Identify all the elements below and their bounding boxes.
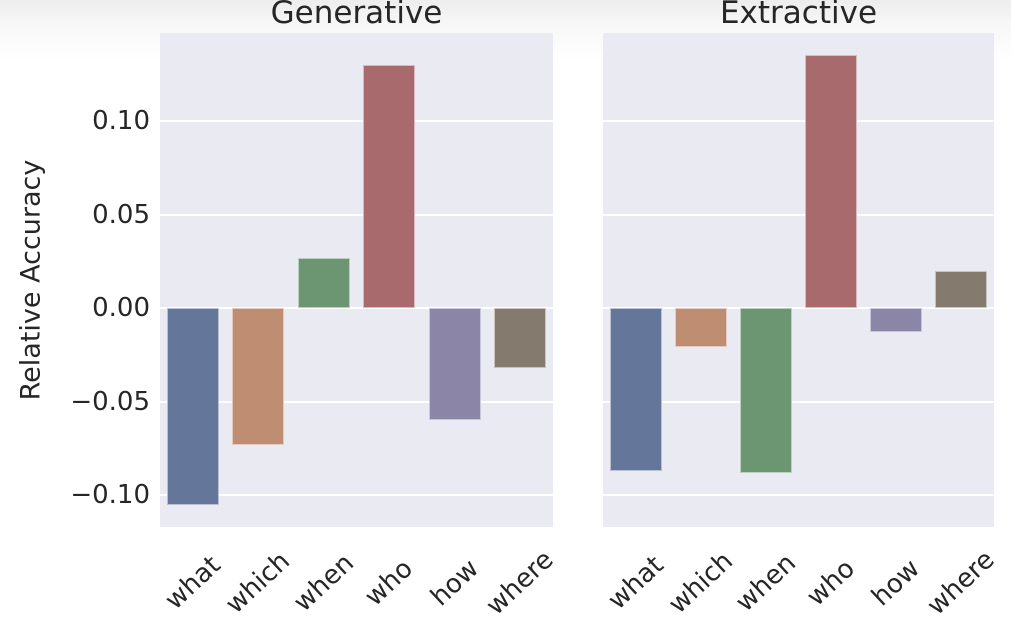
x-tick-label-extractive-which: which <box>662 546 739 620</box>
x-tick-label-generative-what: what <box>159 550 227 616</box>
bar-generative-what <box>166 308 219 505</box>
bar-extractive-when <box>739 308 792 473</box>
gridline <box>603 400 994 403</box>
y-tick-label: −0.10 <box>70 480 150 511</box>
x-tick-label-generative-how: how <box>424 553 485 613</box>
bar-extractive-which <box>674 308 727 348</box>
y-tick-label: −0.05 <box>70 386 150 417</box>
clipped-region <box>838 614 1011 643</box>
gridline <box>603 213 994 216</box>
gridline <box>160 400 553 403</box>
x-tick-label-extractive-how: how <box>866 553 927 613</box>
gridline <box>160 494 553 497</box>
x-tick-label-extractive-when: when <box>729 548 802 618</box>
bar-generative-which <box>232 308 285 445</box>
subplot-extractive <box>603 33 994 527</box>
x-tick-label-extractive-where: where <box>921 544 1001 622</box>
bar-extractive-where <box>935 270 988 309</box>
x-tick-label-generative-who: who <box>359 553 420 613</box>
gridline <box>160 213 553 216</box>
y-tick-label: 0.05 <box>92 199 150 230</box>
x-tick-label-extractive-what: what <box>601 550 670 616</box>
y-tick-label: 0.10 <box>92 105 150 136</box>
gridline <box>603 307 994 310</box>
x-tick-label-generative-where: where <box>480 544 560 622</box>
plot-title-extractive: Extractive <box>719 0 878 31</box>
y-axis-label: Relative Accuracy <box>15 159 47 401</box>
x-tick-label-extractive-who: who <box>801 553 861 613</box>
bar-extractive-who <box>805 55 858 309</box>
bar-extractive-how <box>870 308 923 333</box>
gridline <box>160 119 553 122</box>
gridline <box>603 119 994 122</box>
bar-generative-how <box>428 308 481 421</box>
x-tick-label-generative-when: when <box>287 548 360 618</box>
y-tick-label: 0.00 <box>92 293 150 324</box>
bar-generative-who <box>363 64 416 309</box>
bar-generative-where <box>494 308 547 368</box>
subplot-generative <box>160 33 553 527</box>
gridline <box>160 307 553 310</box>
bar-generative-when <box>297 257 350 309</box>
plot-title-generative: Generative <box>270 0 443 31</box>
gridline <box>603 494 994 497</box>
bar-extractive-what <box>609 308 662 471</box>
x-tick-label-generative-which: which <box>220 546 297 620</box>
